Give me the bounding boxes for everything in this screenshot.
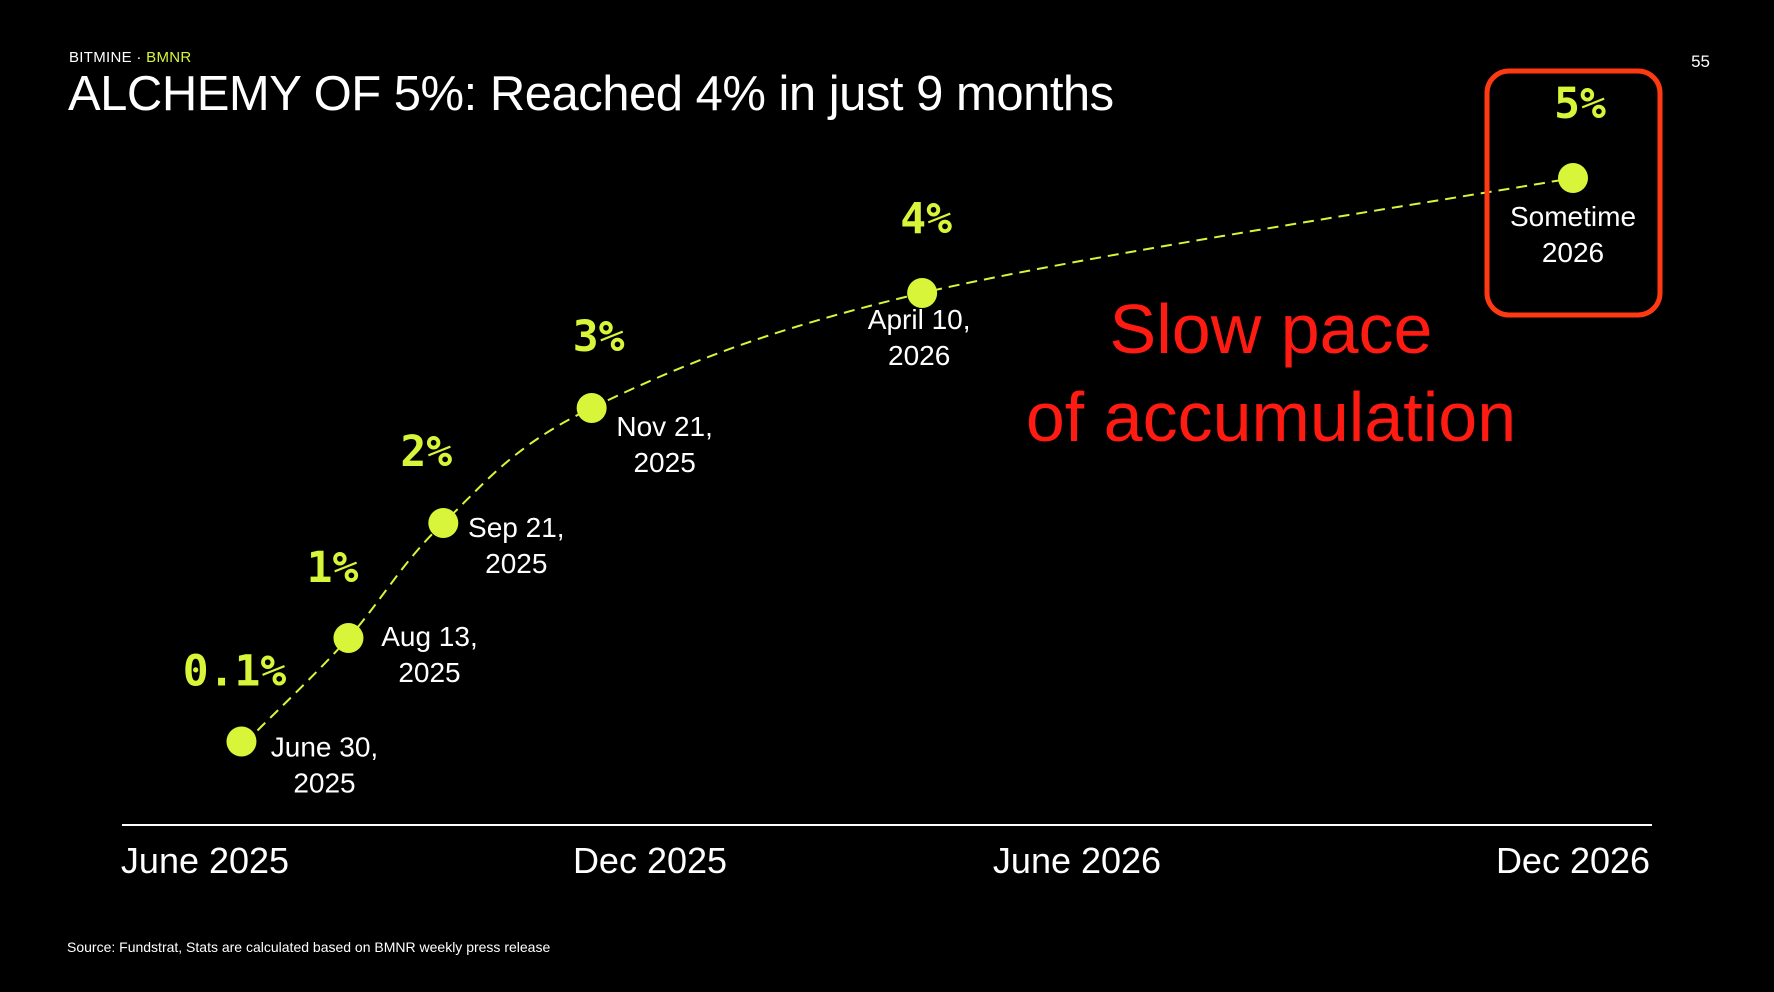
annotation-text: of accumulation <box>1026 378 1516 456</box>
source-note: Source: Fundstrat, Stats are calculated … <box>67 939 551 955</box>
date-label: 2025 <box>633 447 695 478</box>
date-label: April 10, <box>868 304 971 335</box>
brand-line: BITMINE · BMNR <box>69 49 192 66</box>
x-tick-label: June 2026 <box>993 840 1161 881</box>
percent-label: 5% <box>1554 79 1606 129</box>
data-point-marker <box>1558 163 1588 193</box>
annotation-text: Slow pace <box>1110 290 1433 368</box>
data-point-marker <box>333 623 364 653</box>
percent-label: 3% <box>573 312 625 362</box>
x-axis-ticks: June 2025 Dec 2025 June 2026 Dec 2026 <box>121 840 1650 881</box>
data-point-group: 5% Sometime 2026 <box>1484 68 1663 318</box>
data-point-group: 3% Nov 21, 2025 <box>573 312 713 478</box>
date-label: 2026 <box>888 340 950 371</box>
x-tick-label: Dec 2025 <box>573 840 727 881</box>
date-label: 2025 <box>398 657 460 688</box>
brand-ticker: BMNR <box>146 49 192 66</box>
page-title: ALCHEMY OF 5%: Reached 4% in just 9 mont… <box>68 67 1114 121</box>
trend-line <box>256 177 1574 732</box>
date-label: 2025 <box>485 548 547 579</box>
data-point-marker <box>428 508 459 538</box>
x-tick-label: June 2025 <box>121 840 289 881</box>
date-label: Aug 13, <box>381 621 478 652</box>
date-label: Nov 21, <box>616 411 713 442</box>
date-label: 2025 <box>293 768 355 799</box>
page-number: 55 <box>1691 52 1710 71</box>
data-point-group: 4% April 10, 2026 <box>868 194 971 371</box>
data-point-group: 2% Sep 21, 2025 <box>400 427 564 579</box>
date-label: Sometime <box>1510 201 1636 232</box>
data-point-marker <box>907 278 938 308</box>
data-point-marker <box>576 393 607 423</box>
data-point-marker <box>226 726 257 757</box>
percent-label: 1% <box>307 543 359 593</box>
percent-label: 0.1% <box>183 647 287 697</box>
date-label: Sep 21, <box>468 512 565 543</box>
percent-label: 4% <box>900 194 952 244</box>
data-points: 0.1% June 30, 2025 1% Aug 13, 2025 2% Sep 21, 20… <box>183 68 1663 799</box>
date-label: June 30, <box>271 732 378 763</box>
highlight-box <box>1484 68 1663 318</box>
data-point-group: 0.1% June 30, 2025 <box>183 647 378 799</box>
brand-separator: · <box>131 49 147 66</box>
brand-name: BITMINE <box>69 49 132 66</box>
x-tick-label: Dec 2026 <box>1496 840 1650 881</box>
annotation-layer: Slow pace of accumulation <box>1026 290 1516 456</box>
percent-label: 2% <box>400 427 452 477</box>
data-point-group: 1% Aug 13, 2025 <box>307 543 478 688</box>
date-label: 2026 <box>1542 237 1604 268</box>
